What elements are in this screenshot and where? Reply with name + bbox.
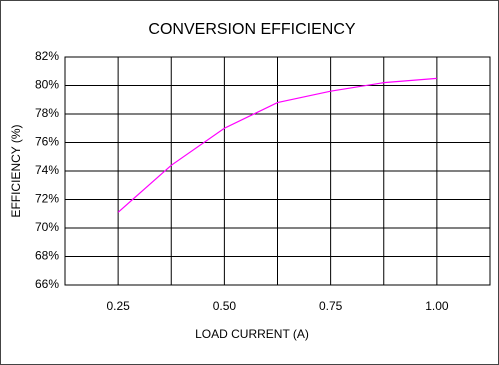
y-tick-label: 72%: [35, 192, 59, 206]
y-tick-label: 66%: [35, 277, 59, 291]
line: [117, 77, 437, 213]
x-axis-label: LOAD CURRENT (A): [195, 327, 309, 341]
y-tick-label: 76%: [35, 135, 59, 149]
y-tick-label: 82%: [35, 49, 59, 63]
y-tick-label: 68%: [35, 249, 59, 263]
y-axis-label: EFFICIENCY (%): [9, 124, 23, 217]
x-tick-label: 1.00: [425, 299, 449, 313]
y-tick-label: 78%: [35, 106, 59, 120]
x-tick-label: 0.25: [106, 299, 130, 313]
chart-title: CONVERSION EFFICIENCY: [148, 21, 355, 38]
x-tick-label: 0.75: [319, 299, 343, 313]
y-tick-label: 74%: [35, 163, 59, 177]
y-tick-label: 80%: [35, 78, 59, 92]
y-tick-label: 70%: [35, 220, 59, 234]
x-tick-label: 0.50: [213, 299, 237, 313]
